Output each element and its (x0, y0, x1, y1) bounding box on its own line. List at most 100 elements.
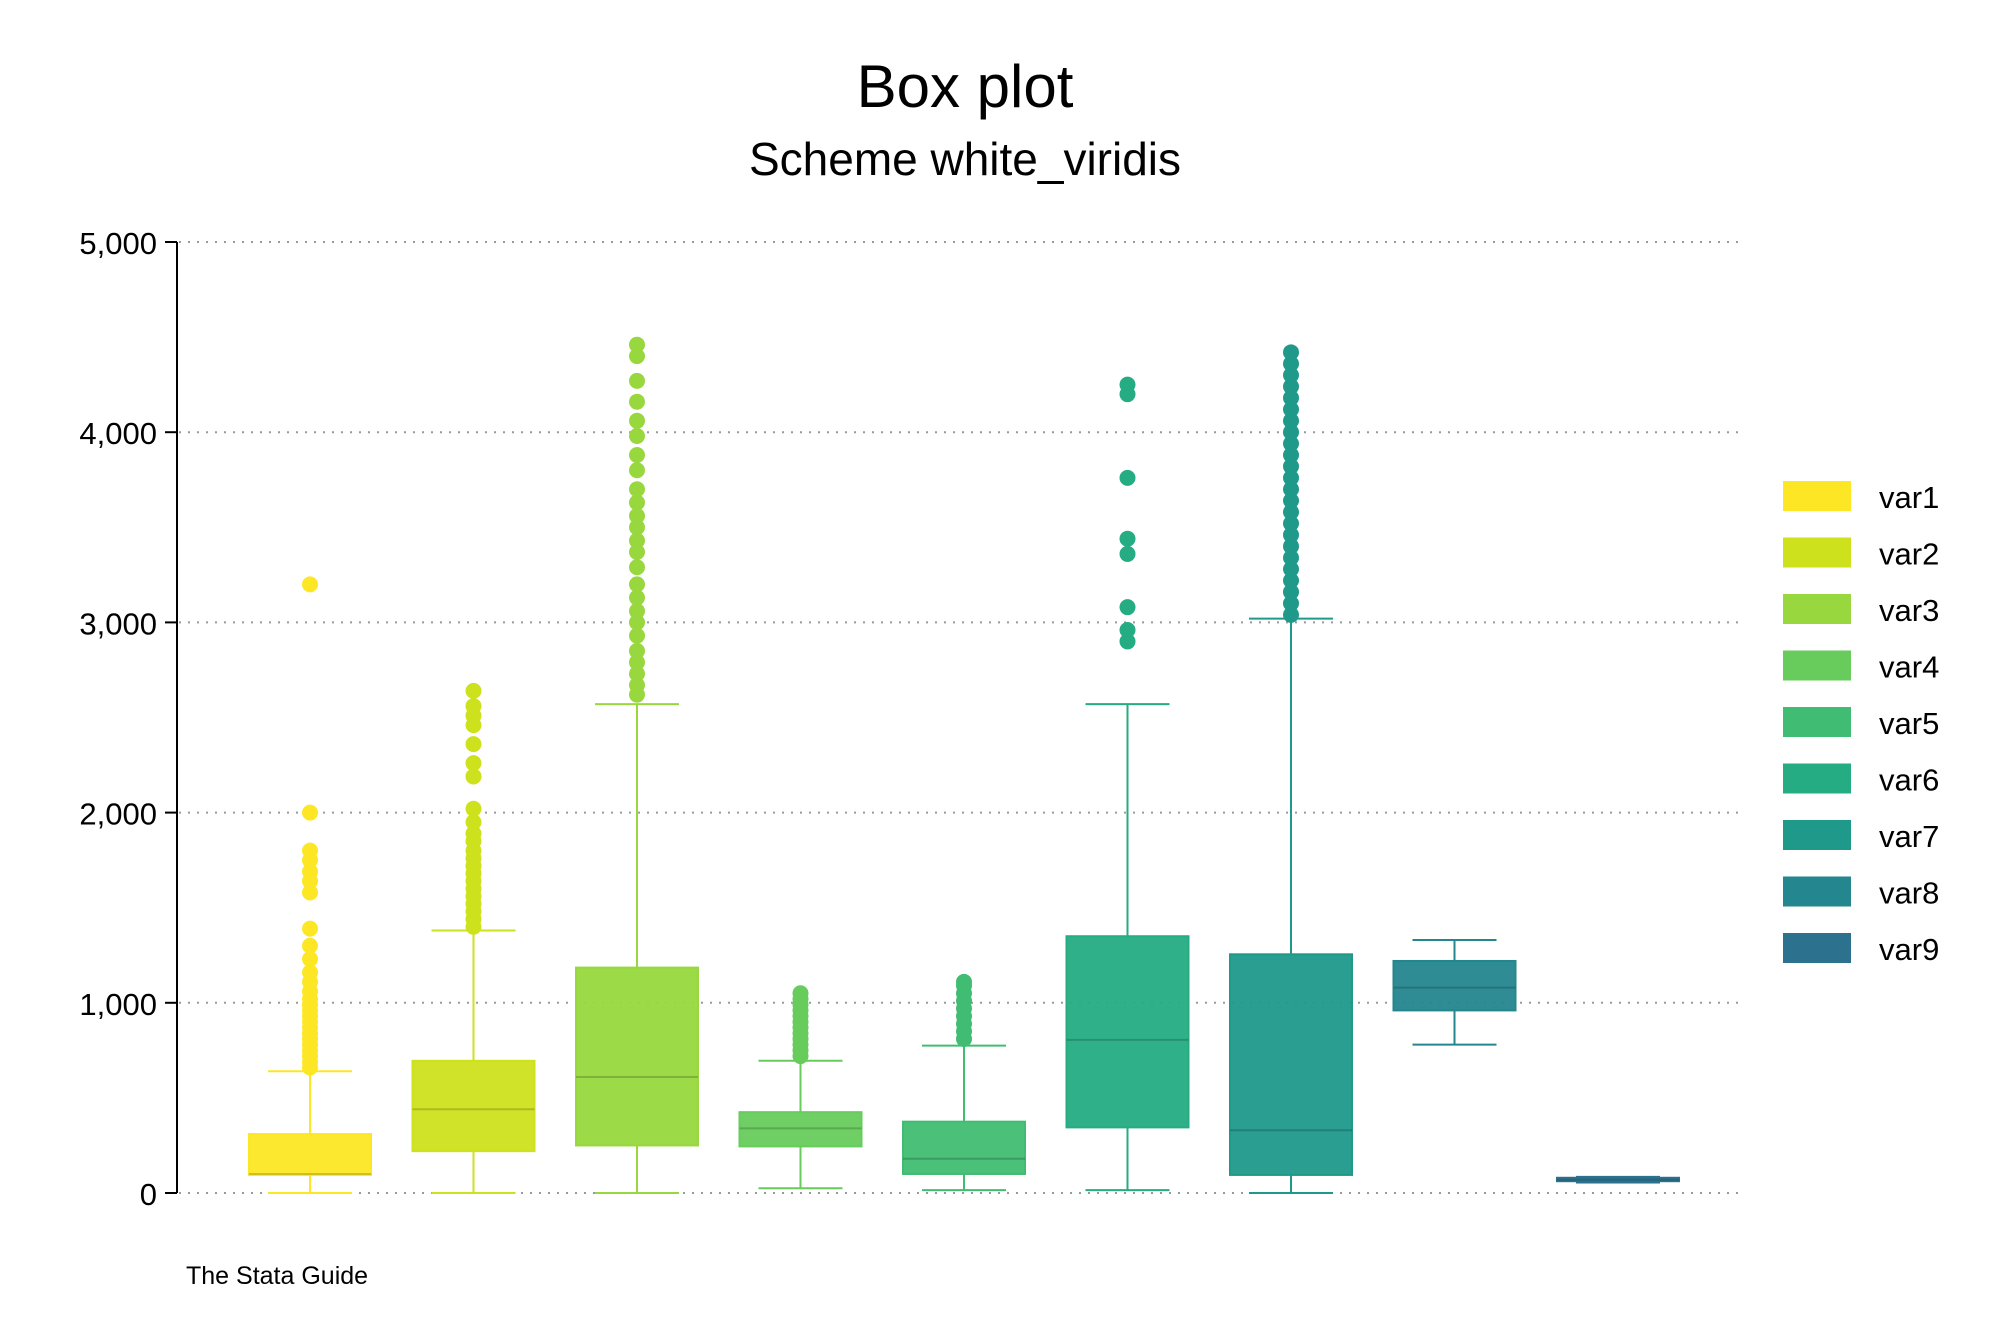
legend-label: var5 (1879, 706, 1939, 741)
legend-item-var2: var2 (1783, 537, 1939, 572)
outlier-point (629, 519, 645, 536)
box-var2 (411, 682, 536, 1194)
legend-label: var1 (1879, 480, 1939, 515)
outlier-point (1283, 526, 1299, 543)
outlier-point (1119, 599, 1136, 616)
outlier-point (629, 428, 645, 445)
legend-item-var6: var6 (1783, 763, 1939, 798)
outlier-point (302, 842, 318, 859)
box-var8 (1392, 939, 1517, 1046)
legend-label: var2 (1879, 537, 1939, 572)
legend-label: var9 (1879, 932, 1939, 967)
box-var3 (575, 336, 699, 1194)
outlier-point (1283, 401, 1299, 418)
outlier-point (1119, 530, 1136, 547)
iqr-box (1229, 953, 1353, 1176)
outlier-point (629, 559, 645, 576)
outlier-point (1283, 515, 1299, 532)
outlier-point (629, 614, 645, 631)
legend-swatch (1783, 650, 1851, 681)
legend-item-var1: var1 (1783, 480, 1939, 515)
outlier-point (1283, 447, 1299, 464)
legend-swatch (1783, 763, 1851, 794)
legend-swatch (1783, 820, 1851, 850)
outlier-point (629, 348, 645, 365)
outlier-point (1283, 435, 1299, 452)
iqr-box (1065, 935, 1190, 1129)
outlier-point (1283, 469, 1299, 486)
legend-item-var8: var8 (1783, 876, 1939, 911)
iqr-box (411, 1059, 536, 1153)
outlier-point (1283, 549, 1299, 566)
outlier-point (302, 884, 318, 901)
gridlines (179, 241, 1745, 1194)
outlier-point (1283, 572, 1299, 589)
outlier-point (465, 800, 482, 817)
outlier-point (302, 576, 318, 593)
outlier-point (302, 920, 318, 937)
outlier-point (1119, 633, 1136, 650)
outlier-point (629, 372, 645, 389)
outlier-point (1119, 622, 1136, 639)
legend-swatch (1783, 707, 1851, 737)
outlier-point (956, 973, 972, 990)
outlier-point (629, 627, 645, 644)
outlier-point (1283, 561, 1299, 578)
outlier-point (1283, 458, 1299, 475)
iqr-box (902, 1120, 1026, 1175)
y-tick-label: 4,000 (79, 416, 157, 451)
outlier-point (465, 682, 482, 699)
outlier-point (629, 654, 645, 671)
outlier-point (465, 736, 482, 753)
outlier-point (629, 447, 645, 464)
outlier-point (629, 393, 645, 410)
legend-swatch (1783, 481, 1851, 511)
box-var1 (248, 576, 372, 1194)
legend: var1 var2 var3 var4 var5 var6 var7 var8 var9 (1783, 480, 1939, 967)
outlier-point (1283, 606, 1299, 623)
outlier-point (629, 336, 645, 353)
outlier-point (629, 494, 645, 511)
y-tick-label: 0 (140, 1177, 157, 1212)
outlier-point (629, 665, 645, 682)
box-var7 (1229, 344, 1353, 1194)
iqr-box (1556, 1176, 1680, 1183)
outlier-point (1283, 367, 1299, 384)
legend-item-var5: var5 (1783, 706, 1939, 741)
y-tick-label: 2,000 (79, 797, 157, 832)
legend-label: var7 (1879, 819, 1939, 854)
outlier-point (629, 412, 645, 429)
y-tick-label: 3,000 (79, 606, 157, 641)
outlier-point (302, 937, 318, 954)
outlier-point (1119, 469, 1136, 486)
outlier-point (1283, 492, 1299, 509)
outlier-point (1283, 424, 1299, 441)
outlier-point (302, 863, 318, 880)
outlier-point (629, 589, 645, 606)
legend-item-var9: var9 (1783, 932, 1939, 967)
outlier-point (465, 825, 482, 842)
outlier-point (1283, 595, 1299, 612)
outlier-point (629, 532, 645, 549)
outlier-point (1119, 376, 1136, 393)
outlier-point (1283, 412, 1299, 429)
chart-title: Box plot (856, 53, 1074, 120)
outlier-point (629, 576, 645, 593)
outlier-point (1283, 389, 1299, 406)
y-tick-label: 1,000 (79, 987, 157, 1022)
outlier-point (465, 814, 482, 831)
legend-item-var7: var7 (1783, 819, 1939, 854)
outlier-point (1283, 344, 1299, 361)
iqr-box (248, 1133, 372, 1176)
iqr-box (738, 1111, 863, 1148)
legend-label: var4 (1879, 650, 1939, 685)
iqr-box (1392, 959, 1517, 1012)
outlier-point (1283, 583, 1299, 600)
outlier-point (629, 507, 645, 524)
box-var5 (902, 973, 1026, 1192)
box-var6 (1065, 376, 1190, 1192)
outlier-point (1119, 545, 1136, 562)
outlier-point (302, 964, 318, 981)
outlier-point (302, 804, 318, 821)
